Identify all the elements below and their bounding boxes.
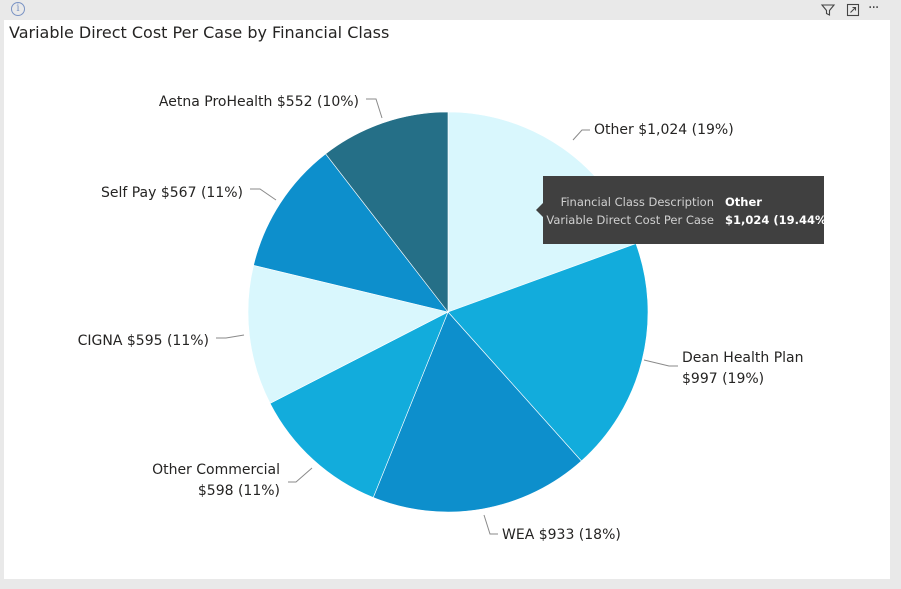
pie-slice-wea[interactable] <box>372 311 582 513</box>
filter-icon[interactable] <box>820 2 836 18</box>
chart-tooltip: Financial Class Description Other Variab… <box>536 176 832 244</box>
info-icon[interactable]: i <box>11 2 25 16</box>
data-label: Other Commercial $598 (11%) <box>152 462 280 499</box>
focus-mode-icon[interactable] <box>845 2 861 18</box>
leader-line <box>216 334 245 339</box>
data-label: Self Pay $567 (11%) <box>101 185 243 201</box>
pie-chart: Other $1,024 (19%) Dean Health Plan $997 (… <box>78 94 804 543</box>
chart-title: Variable Direct Cost Per Case by Financi… <box>9 23 390 42</box>
pie-chart-visual: Variable Direct Cost Per Case by Financi… <box>4 20 890 579</box>
leader-line <box>572 129 590 141</box>
leader-line <box>643 359 678 367</box>
tooltip-row: Variable Direct Cost Per Case $1,024 (19… <box>543 213 831 231</box>
data-label: CIGNA $595 (11%) <box>78 333 209 349</box>
leader-line <box>288 467 313 483</box>
tooltip-key: Financial Class Description <box>560 195 714 209</box>
more-options-icon[interactable]: ··· <box>868 0 879 16</box>
tooltip-value: $1,024 (19.44%) <box>725 213 832 227</box>
tooltip-value: Other <box>725 195 762 209</box>
leader-line <box>366 98 383 119</box>
pie-slice-dean-health-plan[interactable] <box>447 243 649 462</box>
visual-header: i ··· <box>0 0 901 20</box>
tooltip-row: Financial Class Description Other <box>543 195 824 213</box>
data-label: Dean Health Plan $997 (19%) <box>682 350 804 387</box>
leader-line <box>250 188 277 201</box>
data-label: WEA $933 (18%) <box>502 527 621 543</box>
leader-line <box>483 514 498 535</box>
pie-slice-self-pay[interactable] <box>253 153 449 313</box>
pie-slice-aetna-prohealth[interactable] <box>325 111 449 313</box>
pie-slice-cigna[interactable] <box>247 264 449 404</box>
tooltip-key: Variable Direct Cost Per Case <box>546 213 714 227</box>
data-label: Aetna ProHealth $552 (10%) <box>159 94 359 110</box>
data-label: Other $1,024 (19%) <box>594 122 734 138</box>
pie-slice-other-commercial[interactable] <box>269 311 449 498</box>
